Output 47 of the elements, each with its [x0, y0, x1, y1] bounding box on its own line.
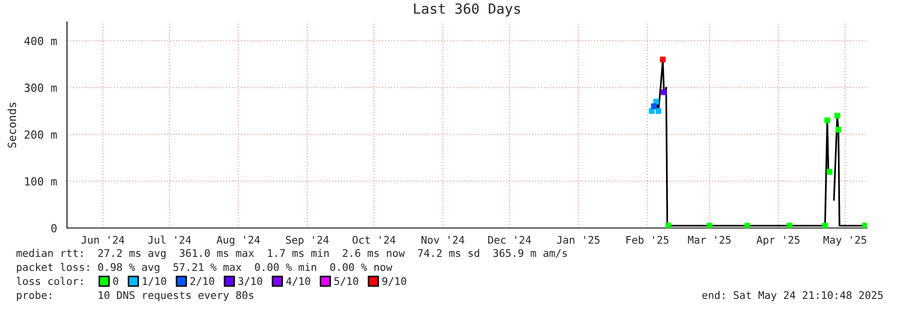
point — [822, 222, 828, 228]
legend-label: 1/10 — [142, 277, 166, 286]
x-tick-label: Jun '24 — [81, 236, 124, 244]
x-tick-label: Dec '24 — [488, 236, 531, 244]
x-tick-label: Oct '24 — [352, 236, 396, 244]
y-tick-label: 400 m — [24, 36, 57, 46]
legend-label: 3/10 — [238, 277, 262, 286]
point — [651, 103, 657, 110]
legend-label: 9/10 — [382, 277, 406, 286]
chart-title: Last 360 Days — [414, 3, 520, 17]
point — [660, 56, 666, 62]
text: end: Sat May 24 21:10:48 2025 — [702, 290, 883, 302]
point — [648, 108, 655, 114]
point — [835, 126, 842, 133]
point — [834, 112, 840, 119]
x-tick-label: Feb '25 — [626, 236, 668, 244]
point — [826, 168, 832, 175]
legend-label: 2/10 — [190, 277, 214, 286]
legend-label: 5/10 — [334, 277, 358, 286]
y-tick-label: 100 m — [25, 177, 57, 186]
point — [661, 89, 667, 96]
x-tick-label: Aug '24 — [216, 236, 260, 246]
y-tick-label: 300 m — [24, 84, 57, 92]
legend-label: 0 — [113, 277, 118, 286]
point — [824, 117, 830, 124]
x-tick-label: Sep '24 — [286, 236, 329, 246]
point — [706, 222, 712, 228]
x-tick-label: Mar '25 — [688, 236, 731, 244]
x-tick-label: Jan '25 — [556, 236, 600, 244]
y-axis-title: Seconds — [8, 102, 16, 148]
legend-title: loss color: — [16, 276, 82, 286]
text: packet loss: 0.98 % avg 57.21 % max 0.00 % min 0.00 % now — [16, 262, 392, 274]
point — [653, 98, 660, 104]
point — [862, 222, 867, 228]
x-tick-label: May '25 — [824, 236, 866, 246]
point — [744, 222, 750, 228]
y-tick-label: 200 m — [24, 130, 57, 139]
y-tick-label: 0 — [51, 224, 57, 232]
legend-label: 4/10 — [286, 277, 310, 286]
point — [665, 222, 672, 228]
text: median rtt: 27.2 ms avg 361.0 ms max 1.7 ms min 2.6 ms now 74.2 ms sd 365.9 m am/s — [16, 248, 567, 260]
x-tick-label: Nov '24 — [422, 236, 464, 244]
point — [655, 108, 662, 114]
x-tick-label: Jul '24 — [148, 236, 191, 244]
point — [786, 222, 792, 228]
x-tick-label: Apr '25 — [756, 236, 800, 246]
text: probe: 10 DNS requests every 80s — [16, 290, 254, 302]
